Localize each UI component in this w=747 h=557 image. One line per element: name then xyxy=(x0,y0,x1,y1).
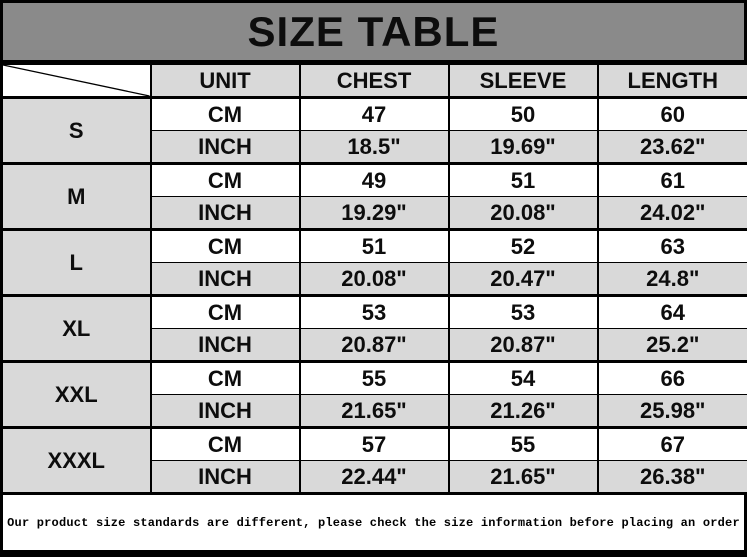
col-header-chest: CHEST xyxy=(298,63,450,98)
measurement-value: 61 xyxy=(596,162,747,197)
measurement-value: 20.87" xyxy=(298,328,450,362)
measurement-value: 53 xyxy=(298,294,450,329)
size-label: XL xyxy=(0,294,152,362)
measurement-value: 23.62" xyxy=(596,130,747,164)
size-label: XXXL xyxy=(0,426,152,494)
measurement-value: 24.8" xyxy=(596,262,747,296)
unit-label: CM xyxy=(149,360,301,395)
table-row: S CM 47 50 60 xyxy=(0,96,747,164)
measurement-value: 67 xyxy=(596,426,747,461)
measurement-value: 60 xyxy=(596,96,747,131)
measurement-value: 25.98" xyxy=(596,394,747,428)
unit-label: INCH xyxy=(149,394,301,428)
col-header-unit: UNIT xyxy=(149,63,301,98)
page-title: SIZE TABLE xyxy=(247,7,500,55)
measurement-value: 55 xyxy=(447,426,599,461)
unit-label: INCH xyxy=(149,328,301,362)
col-header-sleeve: SLEEVE xyxy=(447,63,599,98)
table-row: INCH 19.29" 20.08" 24.02" xyxy=(2,196,747,230)
table-row: INCH 18.5" 19.69" 23.62" xyxy=(2,130,747,164)
measurement-value: 20.47" xyxy=(447,262,599,296)
table-row: INCH 20.08" 20.47" 24.8" xyxy=(2,262,747,296)
unit-label: CM xyxy=(149,426,301,461)
size-label: M xyxy=(0,162,152,230)
unit-label: INCH xyxy=(149,262,301,296)
measurement-value: 51 xyxy=(298,228,450,263)
measurement-value: 25.2" xyxy=(596,328,747,362)
unit-label: INCH xyxy=(149,460,301,494)
measurement-value: 50 xyxy=(447,96,599,131)
measurement-value: 18.5" xyxy=(298,130,450,164)
unit-label: CM xyxy=(149,162,301,197)
size-table: UNIT CHEST SLEEVE LENGTH S CM 47 50 60 I… xyxy=(0,62,747,495)
measurement-value: 49 xyxy=(298,162,450,197)
measurement-value: 63 xyxy=(596,228,747,263)
col-header-length: LENGTH xyxy=(596,63,747,98)
measurement-value: 66 xyxy=(596,360,747,395)
unit-label: INCH xyxy=(149,196,301,230)
table-row: XXXL CM 57 55 67 xyxy=(0,426,747,494)
measurement-value: 20.87" xyxy=(447,328,599,362)
measurement-value: 19.29" xyxy=(298,196,450,230)
size-label: XXL xyxy=(0,360,152,428)
table-row: INCH 20.87" 20.87" 25.2" xyxy=(2,328,747,362)
table-row: M CM 49 51 61 xyxy=(0,162,747,230)
title-bar: SIZE TABLE xyxy=(0,0,747,62)
size-label: S xyxy=(0,96,152,164)
table-row: XL CM 53 53 64 xyxy=(0,294,747,362)
header-row: UNIT CHEST SLEEVE LENGTH xyxy=(0,63,747,98)
table-row: XXL CM 55 54 66 xyxy=(0,360,747,428)
measurement-value: 22.44" xyxy=(298,460,450,494)
measurement-value: 53 xyxy=(447,294,599,329)
measurement-value: 20.08" xyxy=(298,262,450,296)
measurement-value: 21.26" xyxy=(447,394,599,428)
table-row: L CM 51 52 63 xyxy=(0,228,747,296)
unit-label: CM xyxy=(149,228,301,263)
measurement-value: 55 xyxy=(298,360,450,395)
measurement-value: 64 xyxy=(596,294,747,329)
disclaimer-bar: Our product size standards are different… xyxy=(0,495,747,557)
measurement-value: 26.38" xyxy=(596,460,747,494)
unit-label: CM xyxy=(149,294,301,329)
disclaimer-text: Our product size standards are different… xyxy=(7,515,740,530)
diagonal-line xyxy=(3,65,150,96)
measurement-value: 47 xyxy=(298,96,450,131)
measurement-value: 24.02" xyxy=(596,196,747,230)
measurement-value: 52 xyxy=(447,228,599,263)
measurement-value: 54 xyxy=(447,360,599,395)
measurement-value: 21.65" xyxy=(447,460,599,494)
corner-cell xyxy=(0,63,152,98)
measurement-value: 19.69" xyxy=(447,130,599,164)
measurement-value: 20.08" xyxy=(447,196,599,230)
unit-label: INCH xyxy=(149,130,301,164)
measurement-value: 57 xyxy=(298,426,450,461)
unit-label: CM xyxy=(149,96,301,131)
measurement-value: 21.65" xyxy=(298,394,450,428)
table-row: INCH 21.65" 21.26" 25.98" xyxy=(2,394,747,428)
size-label: L xyxy=(0,228,152,296)
table-row: INCH 22.44" 21.65" 26.38" xyxy=(2,460,747,494)
measurement-value: 51 xyxy=(447,162,599,197)
